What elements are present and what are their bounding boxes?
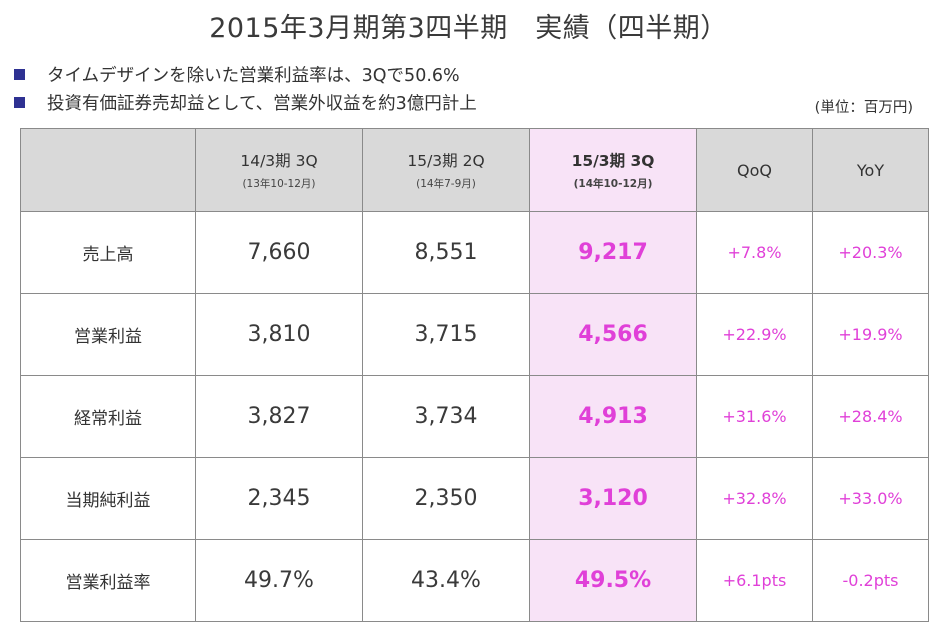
row-label: 経常利益 — [20, 375, 196, 458]
value-15-3q: 49.5% — [529, 539, 697, 622]
value-qoq: +22.9% — [696, 293, 813, 376]
value-yoy: +20.3% — [812, 211, 929, 294]
value-15-3q: 3,120 — [529, 457, 697, 540]
bullet-text: 投資有価証券売却益として、営業外収益を約3億円計上 — [47, 94, 477, 114]
value-yoy: +33.0% — [812, 457, 929, 540]
value-15-2q: 43.4% — [362, 539, 530, 622]
bullet-text: タイムデザインを除いた営業利益率は、3Qで50.6% — [47, 66, 460, 86]
value-qoq: +32.8% — [696, 457, 813, 540]
table-row: 売上高 7,660 8,551 9,217 +7.8% +20.3% — [20, 211, 929, 294]
table-row: 営業利益 3,810 3,715 4,566 +22.9% +19.9% — [20, 293, 929, 376]
table-row: 営業利益率 49.7% 43.4% 49.5% +6.1pts -0.2pts — [20, 539, 929, 622]
results-table: 14/3期 3Q (13年10-12月) 15/3期 2Q (14年7-9月) … — [20, 128, 929, 622]
bullet-item: 投資有価証券売却益として、営業外収益を約3億円計上 — [14, 90, 477, 115]
table-header-row: 14/3期 3Q (13年10-12月) 15/3期 2Q (14年7-9月) … — [20, 128, 929, 212]
value-yoy: +19.9% — [812, 293, 929, 376]
value-14-3q: 49.7% — [195, 539, 363, 622]
table-row: 経常利益 3,827 3,734 4,913 +31.6% +28.4% — [20, 375, 929, 458]
square-bullet-icon — [14, 69, 25, 80]
value-15-2q: 8,551 — [362, 211, 530, 294]
value-15-2q: 3,715 — [362, 293, 530, 376]
page-title: 2015年3月期第3四半期 実績（四半期） — [209, 13, 728, 44]
value-yoy: +28.4% — [812, 375, 929, 458]
unit-label: (単位：百万円) — [814, 100, 913, 116]
header-corner-cell — [20, 128, 196, 212]
value-15-3q: 4,566 — [529, 293, 697, 376]
row-label: 売上高 — [20, 211, 196, 294]
value-14-3q: 3,810 — [195, 293, 363, 376]
value-qoq: +7.8% — [696, 211, 813, 294]
value-yoy: -0.2pts — [812, 539, 929, 622]
value-15-3q: 9,217 — [529, 211, 697, 294]
value-14-3q: 7,660 — [195, 211, 363, 294]
header-15-3q: 15/3期 3Q (14年10-12月) — [529, 128, 697, 212]
header-yoy: YoY — [812, 128, 929, 212]
value-14-3q: 2,345 — [195, 457, 363, 540]
table-row: 当期純利益 2,345 2,350 3,120 +32.8% +33.0% — [20, 457, 929, 540]
row-label: 営業利益 — [20, 293, 196, 376]
value-15-2q: 2,350 — [362, 457, 530, 540]
value-15-2q: 3,734 — [362, 375, 530, 458]
header-qoq: QoQ — [696, 128, 813, 212]
row-label: 当期純利益 — [20, 457, 196, 540]
row-label: 営業利益率 — [20, 539, 196, 622]
value-qoq: +6.1pts — [696, 539, 813, 622]
bullet-item: タイムデザインを除いた営業利益率は、3Qで50.6% — [14, 62, 460, 87]
header-14-3q: 14/3期 3Q (13年10-12月) — [195, 128, 363, 212]
header-15-2q: 15/3期 2Q (14年7-9月) — [362, 128, 530, 212]
value-14-3q: 3,827 — [195, 375, 363, 458]
value-qoq: +31.6% — [696, 375, 813, 458]
value-15-3q: 4,913 — [529, 375, 697, 458]
square-bullet-icon — [14, 97, 25, 108]
